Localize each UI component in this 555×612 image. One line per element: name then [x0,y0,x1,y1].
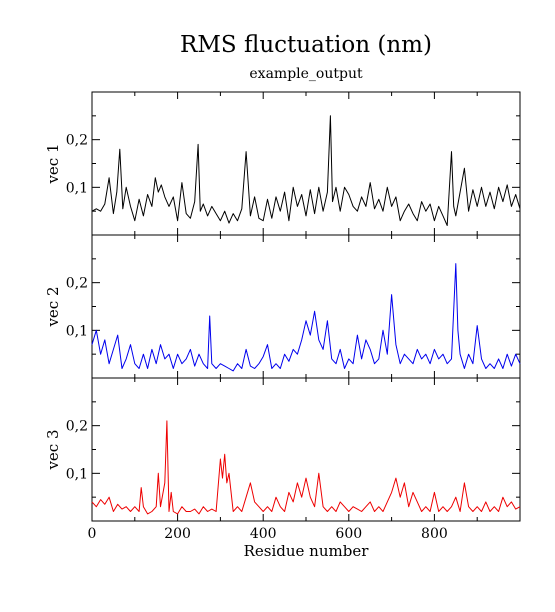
x-tick-label: 0 [88,526,97,542]
y-axis-label: vec 2 [44,286,62,327]
chart-title: RMS fluctuation (nm) [180,32,432,58]
x-tick-label: 400 [250,526,277,542]
x-tick-label: 600 [335,526,362,542]
x-axis-ticks: 0 200 400 600 800 [88,526,448,542]
x-axis-label: Residue number [244,542,370,560]
series-line [91,263,521,372]
y-tick-label: 0,1 [66,180,88,196]
y-tick-label: 0,1 [66,466,88,482]
chart-subtitle: example_output [249,66,363,82]
y-axis-label: vec 3 [44,429,62,470]
panel-frame [91,234,521,379]
y-tick-label: 0,2 [66,133,88,149]
series-line [91,420,521,515]
x-tick-label: 200 [164,526,191,542]
x-tick-label: 800 [421,526,448,542]
series-line [91,115,521,226]
y-tick-label: 0,1 [66,323,88,339]
y-axis-label: vec 1 [44,143,62,184]
y-tick-label: 0,2 [66,276,88,292]
y-tick-label: 0,2 [66,419,88,435]
